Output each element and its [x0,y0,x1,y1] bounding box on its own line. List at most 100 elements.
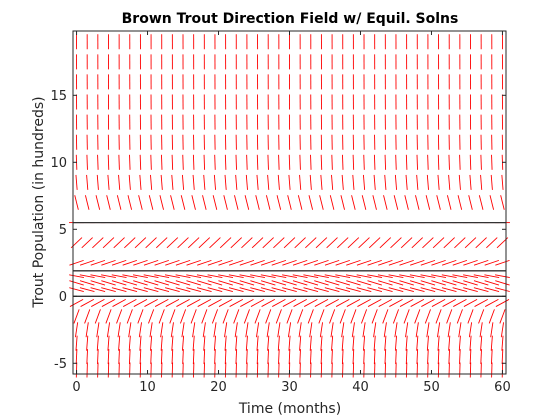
direction-segment [149,195,153,210]
direction-segment [203,322,205,337]
direction-segment [425,309,430,323]
direction-segment [326,299,339,306]
direction-segment [486,238,497,248]
direction-segment [278,322,280,337]
direction-segment [246,336,247,351]
direction-segment [76,336,77,351]
direction-segment [342,349,343,364]
direction-segment [182,322,184,337]
direction-segment [342,155,343,170]
direction-segment [342,336,343,351]
direction-segment [479,309,484,323]
equilibrium-lines [73,223,506,297]
direction-segment [372,309,377,323]
direction-segment [108,349,109,364]
direction-segment [127,309,132,323]
direction-segment [146,238,157,248]
direction-segment [489,309,494,323]
direction-segment [225,155,226,170]
direction-segment [87,349,88,364]
direction-segment [183,155,184,170]
direction-field-arrows [69,34,510,377]
direction-segment [411,299,424,306]
direction-segment [438,175,439,190]
direction-segment [300,155,301,170]
direction-segment [295,238,306,248]
direction-segment [340,309,345,323]
direction-segment [161,175,162,190]
direction-segment [139,195,143,210]
direction-segment [427,322,429,337]
direction-segment [305,238,316,248]
direction-segment [172,349,173,364]
direction-segment [279,349,280,364]
direction-segment [284,238,295,248]
direction-segment [395,322,397,337]
direction-segment [225,349,226,364]
direction-segment [363,322,365,337]
direction-segment [406,322,408,337]
direction-segment [82,238,93,248]
direction-segment [97,322,99,337]
direction-segment [138,309,143,323]
direction-segment [193,336,194,351]
direction-segment [263,238,274,248]
direction-segment [470,349,471,364]
direction-segment [432,299,445,306]
direction-segment [246,175,247,190]
direction-segment [406,175,407,190]
direction-segment [182,336,183,351]
direction-segment [203,195,207,210]
direction-segment [225,336,226,351]
direction-segment [172,175,173,190]
direction-segment [170,309,175,323]
direction-segment [332,336,333,351]
direction-segment [219,299,232,306]
direction-segment [470,155,471,170]
direction-segment [119,349,120,364]
direction-segment [321,175,322,190]
direction-segment [166,299,179,306]
direction-segment [256,322,258,337]
direction-segment [193,175,194,190]
direction-segment [114,238,125,248]
direction-segment [469,195,473,210]
direction-segment [321,155,322,170]
direction-segment [433,238,444,248]
direction-segment [160,195,164,210]
direction-segment [188,238,199,248]
direction-segment [395,336,396,351]
direction-segment [500,309,505,323]
direction-segment [396,349,397,364]
direction-segment [151,155,152,170]
direction-segment [148,309,153,323]
direction-segment [300,175,301,190]
direction-segment [277,195,281,210]
direction-segment [119,155,120,170]
direction-segment [92,238,103,248]
direction-segment [342,322,344,337]
direction-segment [470,175,471,190]
direction-segment [353,175,354,190]
direction-segment [449,175,450,190]
direction-segment [364,349,365,364]
direction-segment [208,299,221,306]
x-tick-label: 60 [494,380,511,395]
direction-segment [266,195,270,210]
direction-segment [502,175,503,190]
direction-segment [481,336,482,351]
direction-segment [214,175,215,190]
direction-segment [267,322,269,337]
direction-segment [476,238,487,248]
direction-segment [256,195,260,210]
direction-segment [252,238,263,248]
direction-segment [150,175,151,190]
direction-segment [337,238,348,248]
direction-segment [181,195,185,210]
direction-segment [97,336,98,351]
direction-segment [278,336,279,351]
direction-segment [449,336,450,351]
direction-segment [204,336,205,351]
direction-segment [236,175,237,190]
direction-segment [257,175,258,190]
